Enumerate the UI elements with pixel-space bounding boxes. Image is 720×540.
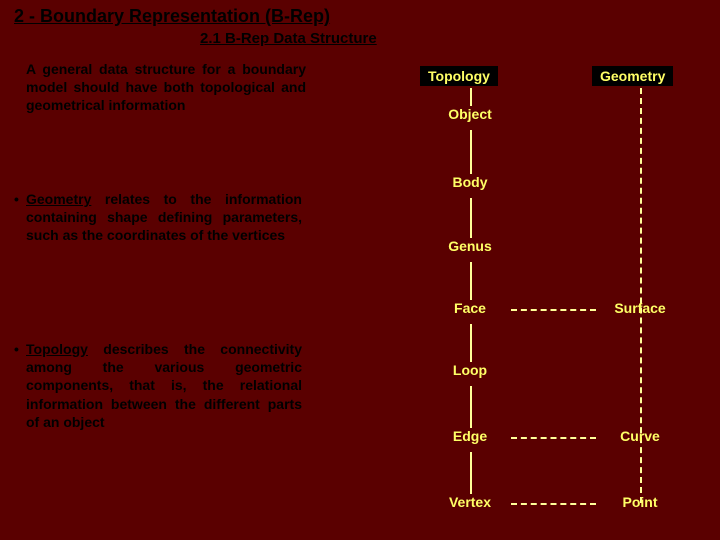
topo-vline (470, 262, 472, 300)
topo-vline (470, 386, 472, 428)
topo-node-loop: Loop (435, 362, 505, 378)
topo-vline (470, 324, 472, 362)
page-subtitle: 2.1 B-Rep Data Structure (200, 30, 377, 47)
map-hline (511, 437, 596, 439)
topo-node-body: Body (435, 174, 505, 190)
page-title: 2 - Boundary Representation (B-Rep) (14, 6, 330, 27)
bullet-dot-icon: • (14, 340, 26, 358)
intro-text: A general data structure for a boundary … (26, 60, 306, 115)
topo-node-object: Object (435, 106, 505, 122)
bullet-topology: •Topology describes the connectivity amo… (14, 340, 314, 431)
topo-node-face: Face (435, 300, 505, 316)
topo-node-edge: Edge (435, 428, 505, 444)
geo-node-point: Point (600, 494, 680, 510)
map-hline (511, 309, 596, 311)
geometry-header: Geometry (592, 66, 673, 86)
bullet-dot-icon: • (14, 190, 26, 208)
bullet-term: Geometry (26, 191, 91, 207)
bullet-geometry: •Geometry relates to the information con… (14, 190, 314, 245)
topo-header-vline (470, 88, 472, 106)
topology-header: Topology (420, 66, 498, 86)
topo-vline (470, 452, 472, 494)
geo-node-surface: Surface (600, 300, 680, 316)
geo-node-curve: Curve (600, 428, 680, 444)
topo-node-genus: Genus (435, 238, 505, 254)
topo-vline (470, 130, 472, 174)
bullet-term: Topology (26, 341, 88, 357)
map-hline (511, 503, 596, 505)
topo-vline (470, 198, 472, 238)
topo-node-vertex: Vertex (435, 494, 505, 510)
